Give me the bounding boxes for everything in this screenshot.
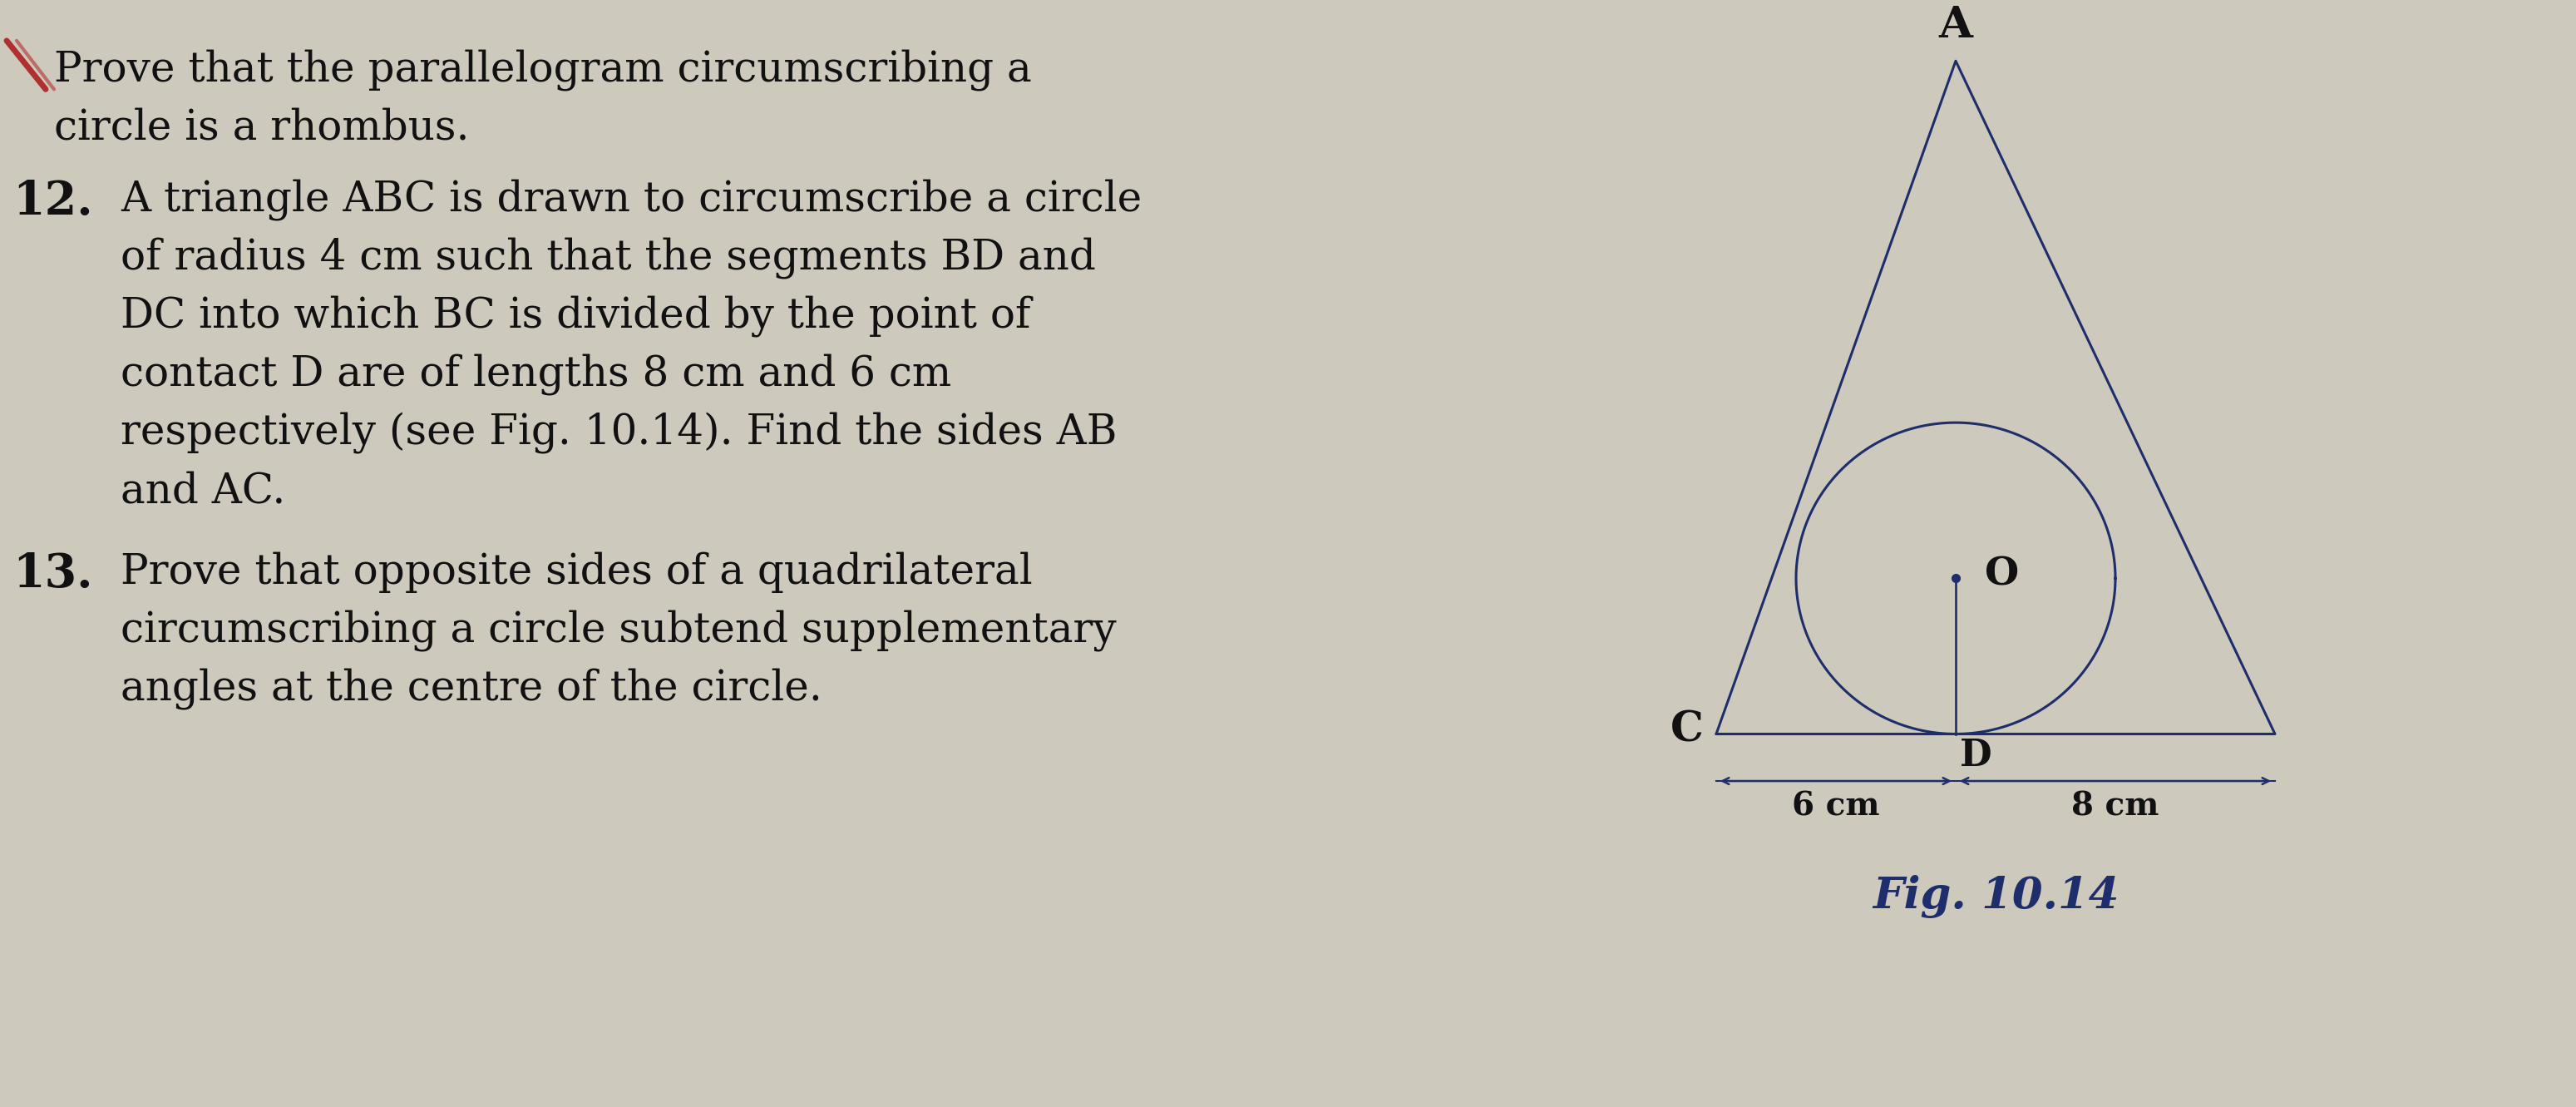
Text: D: D — [1960, 738, 1991, 774]
Text: Fig. 10.14: Fig. 10.14 — [1873, 875, 2120, 918]
Text: 8 cm: 8 cm — [2071, 790, 2159, 823]
Text: of radius 4 cm such that the segments BD and: of radius 4 cm such that the segments BD… — [121, 237, 1095, 279]
Text: A triangle ABC is drawn to circumscribe a circle: A triangle ABC is drawn to circumscribe … — [121, 178, 1141, 220]
Text: 13.: 13. — [13, 551, 93, 598]
Text: Prove that the parallelogram circumscribing a: Prove that the parallelogram circumscrib… — [54, 49, 1033, 91]
Text: and AC.: and AC. — [121, 470, 286, 511]
Text: respectively (see Fig. 10.14). Find the sides AB: respectively (see Fig. 10.14). Find the … — [121, 412, 1118, 454]
Text: circle is a rhombus.: circle is a rhombus. — [54, 107, 469, 148]
Text: O: O — [1984, 555, 2020, 593]
Text: circumscribing a circle subtend supplementary: circumscribing a circle subtend suppleme… — [121, 610, 1115, 651]
Text: C: C — [1672, 710, 1703, 751]
Text: Prove that opposite sides of a quadrilateral: Prove that opposite sides of a quadrilat… — [121, 551, 1033, 592]
Text: contact D are of lengths 8 cm and 6 cm: contact D are of lengths 8 cm and 6 cm — [121, 353, 951, 395]
Text: DC into which BC is divided by the point of: DC into which BC is divided by the point… — [121, 296, 1030, 337]
Text: A: A — [1940, 4, 1973, 46]
Text: 12.: 12. — [13, 178, 93, 225]
Text: 6 cm: 6 cm — [1793, 790, 1880, 823]
Text: angles at the centre of the circle.: angles at the centre of the circle. — [121, 669, 822, 710]
